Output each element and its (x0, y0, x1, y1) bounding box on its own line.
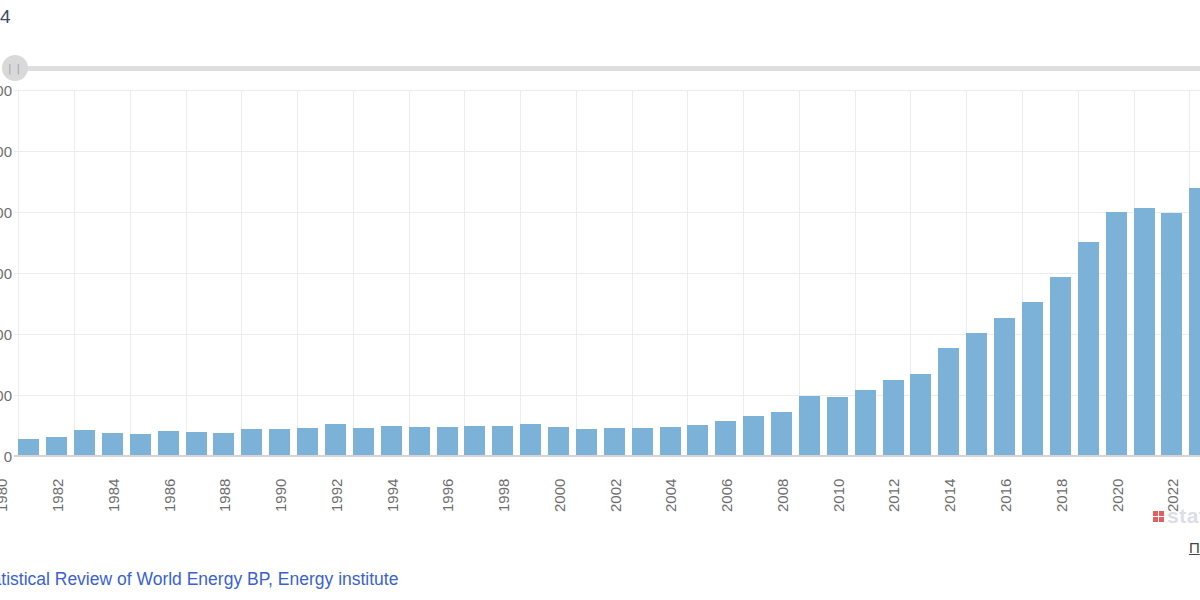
bar-2021[interactable] (1161, 213, 1182, 456)
bar-1995[interactable] (437, 427, 458, 456)
bar-2016[interactable] (1022, 302, 1043, 456)
x-tick-label: 1982 (50, 479, 65, 512)
x-tick-label: 1990 (273, 479, 288, 512)
page-title-fragment: 4 (0, 6, 11, 28)
v-gridline (520, 90, 521, 455)
bar-2003[interactable] (660, 427, 681, 456)
x-tick-label: 1980 (0, 479, 9, 512)
bar-2017[interactable] (1050, 277, 1071, 456)
more-link-fragment[interactable]: П (1189, 539, 1200, 556)
bar-1988[interactable] (241, 429, 262, 456)
x-tick-label: 1996 (440, 479, 455, 512)
bar-1991[interactable] (325, 424, 346, 456)
bar-2000[interactable] (576, 429, 597, 456)
y-tick-label: 0 (0, 449, 12, 464)
bar-2013[interactable] (938, 348, 959, 456)
v-gridline (18, 90, 19, 455)
bar-2004[interactable] (687, 425, 708, 456)
bar-2020[interactable] (1134, 208, 1155, 456)
bar-1994[interactable] (409, 427, 430, 456)
bar-1983[interactable] (102, 433, 123, 456)
slider-handle[interactable]: || (2, 55, 28, 81)
x-tick-label: 1984 (106, 479, 121, 512)
y-tick-label: 1 000 (0, 327, 12, 342)
v-gridline (186, 90, 187, 455)
x-tick-label: 2016 (998, 479, 1013, 512)
bar-1987[interactable] (213, 433, 234, 456)
v-gridline (687, 90, 688, 455)
x-tick-label: 2000 (552, 479, 567, 512)
bar-1997[interactable] (492, 426, 513, 456)
bar-2014[interactable] (966, 333, 987, 456)
x-tick-label: 1988 (217, 479, 232, 512)
bar-2012[interactable] (910, 374, 931, 456)
bar-1985[interactable] (158, 431, 179, 456)
bar-2010[interactable] (855, 390, 876, 456)
bar-1990[interactable] (297, 428, 318, 456)
bar-1996[interactable] (464, 426, 485, 456)
v-gridline (130, 90, 131, 455)
bar-2018[interactable] (1078, 242, 1099, 456)
v-gridline (576, 90, 577, 455)
y-tick-label: 2 000 (0, 205, 12, 220)
bar-2001[interactable] (604, 428, 625, 456)
x-tick-label: 2008 (775, 479, 790, 512)
bar-2022[interactable] (1189, 188, 1200, 456)
x-tick-label: 1992 (329, 479, 344, 512)
bar-1992[interactable] (353, 428, 374, 456)
bar-1986[interactable] (186, 432, 207, 456)
x-tick-label: 1994 (385, 479, 400, 512)
x-tick-label: 2012 (886, 479, 901, 512)
bar-1999[interactable] (548, 427, 569, 456)
x-tick-label: 2014 (942, 479, 957, 512)
y-tick-label: 2 500 (0, 144, 12, 159)
x-tick-label: 2006 (719, 479, 734, 512)
v-gridline (74, 90, 75, 455)
x-tick-label: 2010 (831, 479, 846, 512)
bar-1993[interactable] (381, 426, 402, 456)
bar-1980[interactable] (18, 439, 39, 456)
slider-track[interactable] (14, 66, 1200, 71)
bar-1989[interactable] (269, 429, 290, 456)
source-link[interactable]: Statistical Review of World Energy BP, E… (0, 569, 398, 590)
v-gridline (743, 90, 744, 455)
v-gridline (297, 90, 298, 455)
bar-2015[interactable] (994, 318, 1015, 456)
y-tick-label: 1 500 (0, 266, 12, 281)
v-gridline (241, 90, 242, 455)
bar-1981[interactable] (46, 437, 67, 456)
pause-icon: || (6, 63, 23, 74)
x-tick-label: 2002 (608, 479, 623, 512)
x-tick-label: 1986 (162, 479, 177, 512)
x-tick-label: 2018 (1054, 479, 1069, 512)
bar-2019[interactable] (1106, 212, 1127, 456)
v-gridline (464, 90, 465, 455)
x-tick-label: 2004 (663, 479, 678, 512)
statista-watermark: statista (1153, 504, 1200, 528)
y-tick-label: 500 (0, 388, 12, 403)
y-tick-label: 3 000 (0, 83, 12, 98)
v-gridline (632, 90, 633, 455)
bar-2005[interactable] (715, 421, 736, 456)
statista-grid-icon (1153, 511, 1164, 522)
bar-1982[interactable] (74, 430, 95, 456)
v-gridline (353, 90, 354, 455)
bar-1998[interactable] (520, 424, 541, 456)
x-axis-line (14, 455, 1200, 457)
bar-2006[interactable] (743, 416, 764, 456)
v-gridline (409, 90, 410, 455)
bar-2009[interactable] (827, 397, 848, 456)
x-tick-label: 2020 (1110, 479, 1125, 512)
x-tick-label: 1998 (496, 479, 511, 512)
bar-1984[interactable] (130, 434, 151, 456)
bar-2002[interactable] (632, 428, 653, 456)
bar-2007[interactable] (771, 412, 792, 456)
bar-2011[interactable] (883, 380, 904, 456)
statista-watermark-text: statista (1167, 504, 1200, 528)
bar-2008[interactable] (799, 396, 820, 456)
